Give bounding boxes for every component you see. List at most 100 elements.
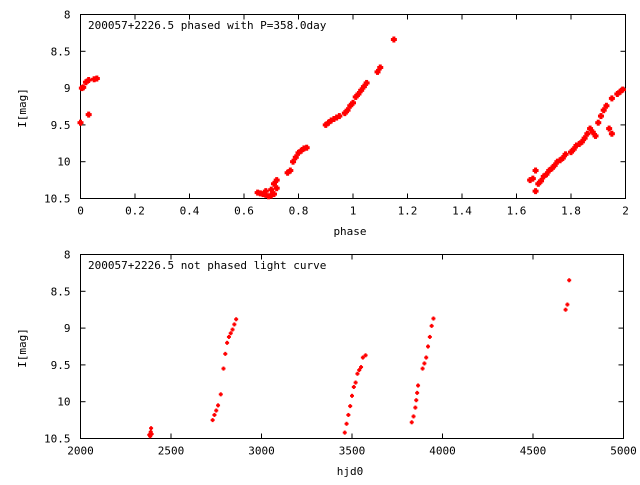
- phased-x-axis-label: phase: [333, 225, 366, 238]
- unphased-data-point: [225, 340, 230, 345]
- phased-x-tick-label: 1: [350, 205, 357, 218]
- phased-data-point: [93, 75, 100, 82]
- unphased-y-tick-label: 9.5: [51, 359, 71, 372]
- phased-data-points: [77, 36, 626, 200]
- phased-data-point: [268, 186, 275, 193]
- phased-data-point: [608, 130, 615, 137]
- unphased-y-tick-label: 10.5: [44, 433, 71, 446]
- unphased-data-point: [342, 430, 347, 435]
- phased-x-tick-label: 1.2: [398, 205, 418, 218]
- phased-data-point: [570, 146, 577, 153]
- phased-data-point: [532, 188, 539, 195]
- phased-data-point: [325, 119, 332, 126]
- unphased-plot-frame: [80, 254, 624, 439]
- phased-data-point: [606, 125, 613, 132]
- unphased-data-point: [218, 392, 223, 397]
- phased-data-point: [559, 155, 566, 162]
- unphased-chart-title: 200057+2226.5 not phased light curve: [88, 259, 326, 272]
- phased-data-point: [390, 36, 397, 43]
- phased-data-point: [322, 121, 329, 128]
- unphased-data-point: [427, 334, 432, 339]
- unphased-data-point: [348, 404, 353, 409]
- phased-data-point: [295, 149, 302, 156]
- unphased-y-tick-label: 8: [64, 249, 71, 262]
- phased-data-point: [543, 171, 550, 178]
- unphased-x-tick-label: 4000: [429, 445, 456, 458]
- phased-data-point: [619, 86, 626, 93]
- phased-data-point: [298, 147, 305, 154]
- phased-data-point: [77, 119, 84, 126]
- phased-data-point: [557, 157, 564, 164]
- unphased-data-point: [223, 351, 228, 356]
- unphased-x-tick-label: 3500: [339, 445, 366, 458]
- phased-data-point: [355, 90, 362, 97]
- phased-data-point: [273, 177, 280, 184]
- phased-data-point: [597, 113, 604, 120]
- phased-data-point: [551, 162, 558, 169]
- unphased-x-tick-label: 4500: [520, 445, 547, 458]
- unphased-panel: 2000 2500 3000 3500 4000 4500 5000 8 8.5 9 9.5 10 1…: [16, 249, 637, 479]
- phased-y-tick-label: 9.5: [51, 119, 71, 132]
- phased-chart-title: 200057+2226.5 phased with P=358.0day: [88, 19, 327, 32]
- phased-data-point: [548, 165, 555, 172]
- phased-x-tick-label: 1.8: [561, 205, 581, 218]
- phased-data-point: [581, 135, 588, 142]
- unphased-data-point: [414, 398, 419, 403]
- unphased-data-point: [212, 412, 217, 417]
- phased-x-tick-label: 1.4: [452, 205, 472, 218]
- unphased-data-point: [210, 418, 215, 423]
- phased-data-point: [608, 95, 615, 102]
- phased-data-point: [360, 83, 367, 90]
- unphased-data-point: [563, 307, 568, 312]
- phased-data-point: [344, 107, 351, 114]
- unphased-data-point: [221, 366, 226, 371]
- phased-data-point: [540, 173, 547, 180]
- unphased-data-point: [216, 403, 221, 408]
- unphased-data-point: [424, 355, 429, 360]
- phased-data-point: [270, 191, 277, 198]
- unphased-data-point: [350, 393, 354, 398]
- unphased-x-tick-label: 5000: [610, 445, 637, 458]
- unphased-data-point: [420, 366, 425, 371]
- unphased-data-point: [359, 365, 364, 370]
- phased-data-point: [374, 68, 381, 75]
- unphased-data-point: [234, 317, 239, 322]
- phased-x-tick-label: 2: [622, 205, 629, 218]
- phased-y-tick-label: 8.5: [51, 45, 71, 58]
- phased-y-tick-label: 8: [64, 9, 71, 22]
- unphased-data-point: [353, 380, 358, 385]
- unphased-data-point: [228, 331, 233, 336]
- unphased-data-point: [230, 327, 235, 332]
- unphased-data-point: [416, 383, 421, 388]
- phased-data-point: [584, 130, 591, 137]
- unphased-data-point: [426, 344, 431, 349]
- phased-data-point: [589, 129, 596, 136]
- phased-x-tick-label: 0.8: [289, 205, 309, 218]
- phased-data-point: [290, 158, 297, 165]
- phased-data-point: [85, 111, 92, 118]
- unphased-y-tick-label: 9: [64, 322, 71, 335]
- phased-data-point: [535, 180, 542, 187]
- phased-data-point: [270, 180, 277, 187]
- phased-data-point: [363, 79, 370, 86]
- phased-data-point: [562, 151, 569, 158]
- unphased-data-point: [567, 278, 572, 283]
- phased-data-point: [546, 167, 553, 174]
- unphased-y-axis-label: I[mag]: [16, 328, 29, 368]
- phased-x-tick-label: 1.6: [507, 205, 527, 218]
- phased-x-tick-label: 0.6: [234, 205, 254, 218]
- phased-y-tick-label: 10.5: [44, 193, 71, 206]
- unphased-data-point: [355, 371, 360, 376]
- phased-y-tick-label: 10: [57, 156, 70, 169]
- unphased-data-point: [413, 405, 418, 410]
- phased-data-point: [529, 175, 536, 182]
- phased-panel: 0 0.2 0.4 0.6 0.8 1 1.2 1.4 1.6 1.8 2 8 8.5 9 9.5 10 10…: [16, 9, 629, 239]
- phased-data-point: [358, 87, 365, 94]
- phased-data-point: [614, 90, 621, 97]
- unphased-y-tick-label: 10: [57, 396, 70, 409]
- unphased-data-point: [149, 432, 154, 437]
- unphased-data-point: [363, 353, 368, 358]
- unphased-data-point: [360, 355, 365, 360]
- unphased-data-point: [565, 302, 570, 307]
